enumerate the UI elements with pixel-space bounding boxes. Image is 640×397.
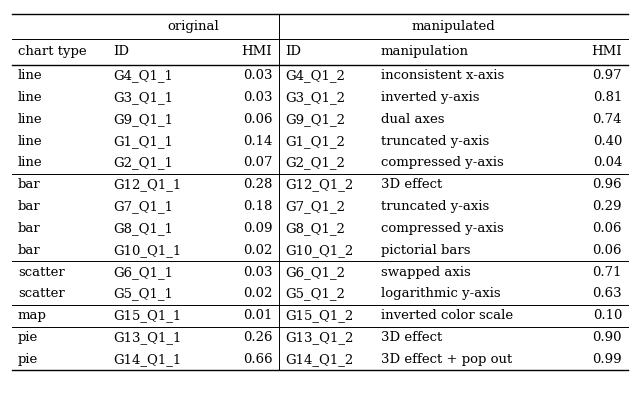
Text: swapped axis: swapped axis bbox=[381, 266, 470, 279]
Text: bar: bar bbox=[18, 244, 41, 257]
Text: pie: pie bbox=[18, 331, 38, 344]
Text: G8_Q1_1: G8_Q1_1 bbox=[113, 222, 173, 235]
Text: 0.28: 0.28 bbox=[243, 178, 273, 191]
Text: original: original bbox=[167, 20, 219, 33]
Text: G4_Q1_2: G4_Q1_2 bbox=[285, 69, 345, 82]
Text: G3_Q1_1: G3_Q1_1 bbox=[113, 91, 173, 104]
Text: 0.01: 0.01 bbox=[243, 309, 273, 322]
Text: 0.74: 0.74 bbox=[593, 113, 622, 126]
Text: bar: bar bbox=[18, 222, 41, 235]
Text: G12_Q1_1: G12_Q1_1 bbox=[113, 178, 182, 191]
Text: 0.14: 0.14 bbox=[243, 135, 273, 148]
Text: G14_Q1_1: G14_Q1_1 bbox=[113, 353, 182, 366]
Text: 3D effect + pop out: 3D effect + pop out bbox=[381, 353, 512, 366]
Text: line: line bbox=[18, 156, 42, 170]
Text: 0.99: 0.99 bbox=[593, 353, 622, 366]
Text: 0.66: 0.66 bbox=[243, 353, 273, 366]
Text: G10_Q1_2: G10_Q1_2 bbox=[285, 244, 353, 257]
Text: 0.04: 0.04 bbox=[593, 156, 622, 170]
Text: G9_Q1_2: G9_Q1_2 bbox=[285, 113, 345, 126]
Text: G13_Q1_2: G13_Q1_2 bbox=[285, 331, 353, 344]
Text: G14_Q1_2: G14_Q1_2 bbox=[285, 353, 353, 366]
Text: 0.40: 0.40 bbox=[593, 135, 622, 148]
Text: G15_Q1_1: G15_Q1_1 bbox=[113, 309, 182, 322]
Text: G1_Q1_2: G1_Q1_2 bbox=[285, 135, 345, 148]
Text: G12_Q1_2: G12_Q1_2 bbox=[285, 178, 353, 191]
Text: compressed y-axis: compressed y-axis bbox=[381, 156, 504, 170]
Text: line: line bbox=[18, 135, 42, 148]
Text: G5_Q1_2: G5_Q1_2 bbox=[285, 287, 345, 301]
Text: G2_Q1_1: G2_Q1_1 bbox=[113, 156, 173, 170]
Text: G6_Q1_2: G6_Q1_2 bbox=[285, 266, 345, 279]
Text: 0.71: 0.71 bbox=[593, 266, 622, 279]
Text: 0.03: 0.03 bbox=[243, 69, 273, 82]
Text: 0.97: 0.97 bbox=[593, 69, 622, 82]
Text: 0.63: 0.63 bbox=[593, 287, 622, 301]
Text: 0.03: 0.03 bbox=[243, 266, 273, 279]
Text: 0.18: 0.18 bbox=[243, 200, 273, 213]
Text: manipulated: manipulated bbox=[412, 20, 495, 33]
Text: ID: ID bbox=[113, 45, 129, 58]
Text: HMI: HMI bbox=[242, 45, 273, 58]
Text: G6_Q1_1: G6_Q1_1 bbox=[113, 266, 173, 279]
Text: bar: bar bbox=[18, 200, 41, 213]
Text: HMI: HMI bbox=[591, 45, 622, 58]
Text: line: line bbox=[18, 69, 42, 82]
Text: scatter: scatter bbox=[18, 266, 65, 279]
Text: 0.96: 0.96 bbox=[593, 178, 622, 191]
Text: ID: ID bbox=[285, 45, 301, 58]
Text: manipulation: manipulation bbox=[381, 45, 469, 58]
Text: G2_Q1_2: G2_Q1_2 bbox=[285, 156, 345, 170]
Text: 0.81: 0.81 bbox=[593, 91, 622, 104]
Text: chart type: chart type bbox=[18, 45, 86, 58]
Text: 0.07: 0.07 bbox=[243, 156, 273, 170]
Text: 0.06: 0.06 bbox=[593, 244, 622, 257]
Text: inconsistent x-axis: inconsistent x-axis bbox=[381, 69, 504, 82]
Text: G7_Q1_2: G7_Q1_2 bbox=[285, 200, 345, 213]
Text: pictorial bars: pictorial bars bbox=[381, 244, 470, 257]
Text: 0.03: 0.03 bbox=[243, 91, 273, 104]
Text: pie: pie bbox=[18, 353, 38, 366]
Text: 3D effect: 3D effect bbox=[381, 331, 442, 344]
Text: G8_Q1_2: G8_Q1_2 bbox=[285, 222, 345, 235]
Text: inverted color scale: inverted color scale bbox=[381, 309, 513, 322]
Text: logarithmic y-axis: logarithmic y-axis bbox=[381, 287, 500, 301]
Text: line: line bbox=[18, 91, 42, 104]
Text: bar: bar bbox=[18, 178, 41, 191]
Text: 0.10: 0.10 bbox=[593, 309, 622, 322]
Text: line: line bbox=[18, 113, 42, 126]
Text: 3D effect: 3D effect bbox=[381, 178, 442, 191]
Text: G3_Q1_2: G3_Q1_2 bbox=[285, 91, 345, 104]
Text: 0.06: 0.06 bbox=[593, 222, 622, 235]
Text: 0.29: 0.29 bbox=[593, 200, 622, 213]
Text: map: map bbox=[18, 309, 47, 322]
Text: G4_Q1_1: G4_Q1_1 bbox=[113, 69, 173, 82]
Text: inverted y-axis: inverted y-axis bbox=[381, 91, 479, 104]
Text: G15_Q1_2: G15_Q1_2 bbox=[285, 309, 353, 322]
Text: 0.02: 0.02 bbox=[243, 287, 273, 301]
Text: truncated y-axis: truncated y-axis bbox=[381, 135, 489, 148]
Text: G9_Q1_1: G9_Q1_1 bbox=[113, 113, 173, 126]
Text: G5_Q1_1: G5_Q1_1 bbox=[113, 287, 173, 301]
Text: 0.90: 0.90 bbox=[593, 331, 622, 344]
Text: G1_Q1_1: G1_Q1_1 bbox=[113, 135, 173, 148]
Text: dual axes: dual axes bbox=[381, 113, 444, 126]
Text: 0.02: 0.02 bbox=[243, 244, 273, 257]
Text: 0.26: 0.26 bbox=[243, 331, 273, 344]
Text: G7_Q1_1: G7_Q1_1 bbox=[113, 200, 173, 213]
Text: truncated y-axis: truncated y-axis bbox=[381, 200, 489, 213]
Text: compressed y-axis: compressed y-axis bbox=[381, 222, 504, 235]
Text: scatter: scatter bbox=[18, 287, 65, 301]
Text: 0.09: 0.09 bbox=[243, 222, 273, 235]
Text: G10_Q1_1: G10_Q1_1 bbox=[113, 244, 182, 257]
Text: G13_Q1_1: G13_Q1_1 bbox=[113, 331, 182, 344]
Text: 0.06: 0.06 bbox=[243, 113, 273, 126]
